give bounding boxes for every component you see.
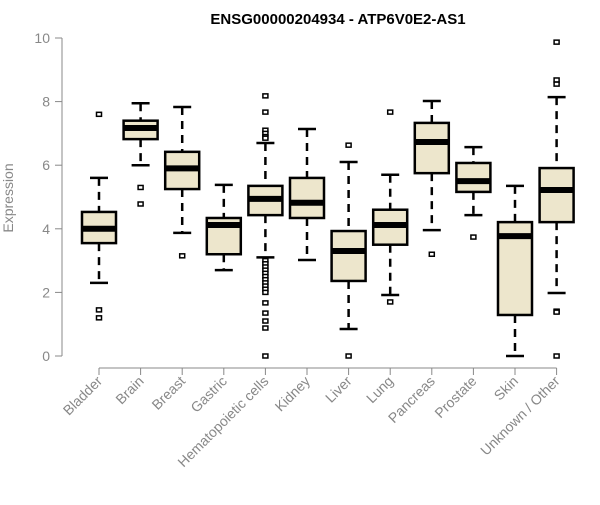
outlier-point [95,315,103,321]
box-unknown-other [538,39,575,359]
x-tick-label: Brain [112,373,146,407]
box-prostate [455,145,492,240]
outlier-point [345,142,352,148]
box-bladder [80,111,118,321]
y-tick-label: 8 [42,94,50,110]
x-tick-label: Kidney [272,373,314,415]
x-tick-label: Liver [322,373,355,406]
outlier-point [95,111,103,118]
box-skin [496,184,534,358]
x-tick-label: Bladder [60,373,106,419]
box-hematopoietic-cells [247,93,284,359]
box-breast [163,105,201,259]
outlier-point [553,309,560,315]
outlier-point [262,353,269,359]
box-gastric [205,183,243,272]
y-tick-label: 6 [42,157,50,173]
outlier-point [553,353,560,359]
outlier-point [386,299,394,305]
outlier-point [262,289,269,296]
iqr-box [288,176,326,220]
x-tick-label: Breast [148,373,188,413]
y-tick-label: 4 [42,221,50,237]
x-tick-label: Lung [363,373,396,406]
chart-title: ENSG00000204934 - ATP6V0E2-AS1 [210,11,465,28]
box-brain [122,101,159,207]
y-axis-label: Expression [0,163,16,232]
x-tick-label: Skin [491,373,522,404]
outlier-point [345,353,352,359]
outlier-point [470,234,477,240]
outlier-point [262,109,269,115]
outlier-point [262,300,269,306]
outlier-point [428,251,436,257]
y-tick-label: 10 [34,30,50,46]
box-kidney [288,127,326,262]
box-lung [371,109,409,305]
x-tick-label: Unknown / Other [477,373,563,459]
box-pancreas [413,99,451,257]
x-tick-label: Prostate [431,373,479,421]
outlier-point [553,39,560,45]
outlier-point [262,310,269,316]
y-tick-label: 2 [42,284,50,300]
outlier-point [95,307,103,313]
iqr-box [413,121,451,175]
outlier-point [262,93,269,99]
outlier-point [262,135,269,141]
outlier-point [386,109,394,115]
outlier-point [178,253,186,259]
outlier-point [262,318,269,324]
y-tick-label: 0 [42,348,50,364]
iqr-box [538,166,575,224]
iqr-box [330,229,367,283]
box-liver [330,142,367,359]
iqr-box [455,161,492,194]
outlier-point [262,325,269,331]
outlier-point [553,81,560,87]
outlier-point [137,201,144,207]
outlier-point [137,184,144,191]
